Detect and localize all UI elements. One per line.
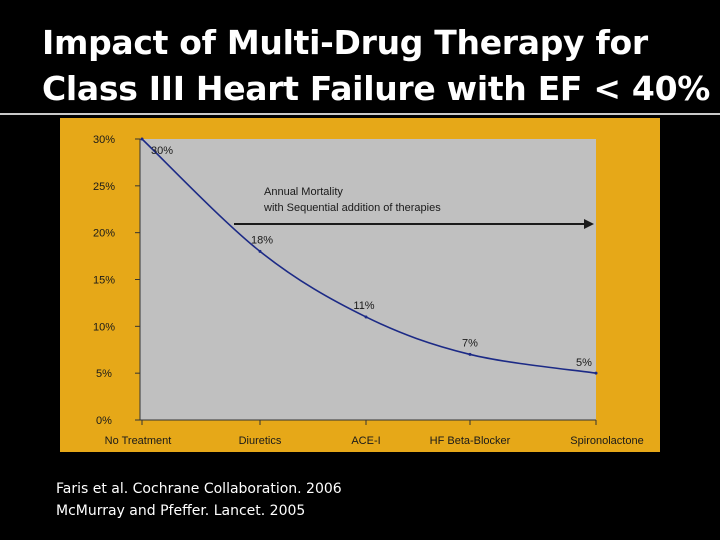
plot-area: [140, 139, 596, 420]
mortality-chart: Annual Mortality with Sequential additio…: [93, 134, 644, 447]
data-point: [468, 352, 472, 356]
data-label: 5%: [576, 357, 592, 369]
annotation-line-1: Annual Mortality: [264, 186, 343, 198]
title-divider: [0, 113, 720, 115]
sequential-therapy-arrowhead: [584, 219, 594, 229]
x-tick-label: ACE-I: [351, 435, 380, 447]
data-point: [140, 137, 144, 141]
x-tick-label: No Treatment: [105, 435, 172, 447]
annotation-line-2: with Sequential addition of therapies: [263, 202, 441, 214]
data-point: [364, 315, 368, 319]
x-tick-label: HF Beta-Blocker: [430, 435, 511, 447]
y-tick-label: 15%: [93, 275, 115, 287]
citations: Faris et al. Cochrane Collaboration. 200…: [56, 478, 342, 522]
data-point: [594, 371, 598, 375]
data-label: 30%: [151, 145, 173, 157]
x-tick-label: Spironolactone: [570, 435, 643, 447]
chart-panel: Annual Mortality with Sequential additio…: [60, 118, 660, 452]
data-point: [258, 249, 262, 253]
data-label: 7%: [462, 337, 478, 349]
citation-faris: Faris et al. Cochrane Collaboration. 200…: [56, 481, 342, 497]
y-tick-label: 20%: [93, 228, 115, 240]
slide-title-line-1: Impact of Multi-Drug Therapy for: [42, 23, 648, 62]
y-tick-label: 25%: [93, 181, 115, 193]
data-label: 18%: [251, 234, 273, 246]
citation-mcmurray: McMurray and Pfeffer. Lancet. 2005: [56, 503, 306, 519]
data-label: 11%: [353, 300, 374, 312]
y-tick-label: 30%: [93, 134, 115, 146]
y-tick-label: 0%: [96, 415, 112, 427]
slide-title: Impact of Multi-Drug Therapy for Class I…: [42, 20, 712, 112]
y-tick-label: 10%: [93, 321, 115, 333]
slide-title-line-2: Class III Heart Failure with EF < 40%: [42, 69, 710, 108]
y-tick-label: 5%: [96, 368, 112, 380]
x-tick-label: Diuretics: [239, 435, 282, 447]
